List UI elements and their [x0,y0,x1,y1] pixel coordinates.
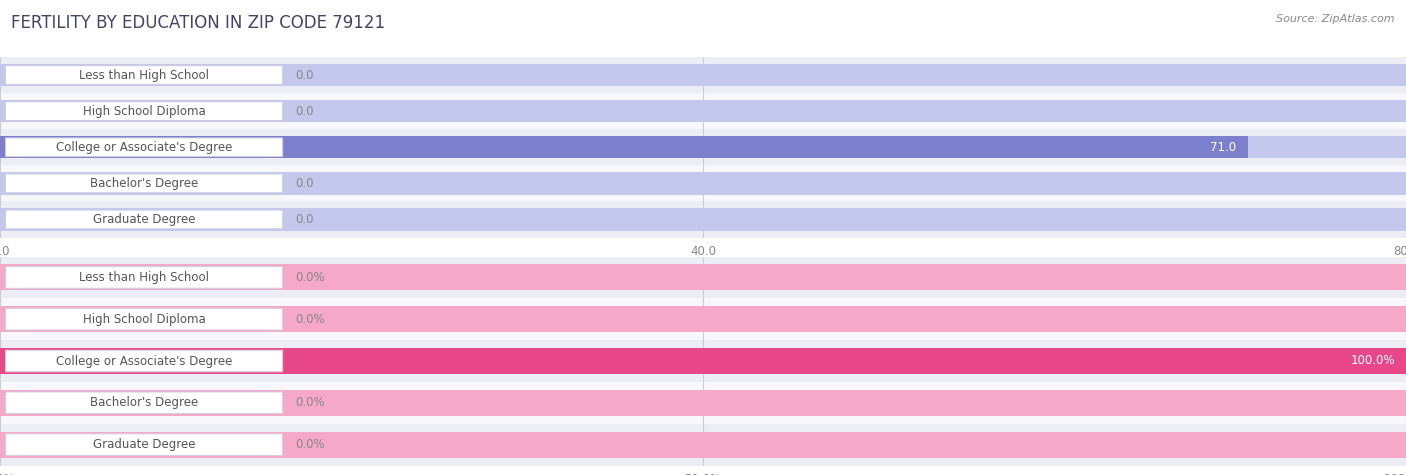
Text: 0.0: 0.0 [295,213,314,226]
FancyBboxPatch shape [6,174,283,193]
Text: 0.0: 0.0 [295,68,314,82]
Bar [0,348,1406,374]
Bar [0,432,1406,457]
Bar [0,424,1406,466]
Bar [0,390,1406,416]
Bar [0,256,1406,298]
Bar [0,298,1406,340]
FancyBboxPatch shape [6,392,283,414]
Text: FERTILITY BY EDUCATION IN ZIP CODE 79121: FERTILITY BY EDUCATION IN ZIP CODE 79121 [11,14,385,32]
FancyBboxPatch shape [6,102,283,121]
Text: 0.0%: 0.0% [295,313,325,326]
Bar [0,201,1406,238]
Text: Graduate Degree: Graduate Degree [93,438,195,451]
Text: 0.0%: 0.0% [295,271,325,284]
Bar [0,172,1406,195]
Text: Graduate Degree: Graduate Degree [93,213,195,226]
FancyBboxPatch shape [6,266,283,288]
Bar [0,165,1406,201]
Text: 100.0%: 100.0% [1350,354,1395,368]
Bar [0,64,1406,86]
FancyBboxPatch shape [6,308,283,330]
FancyBboxPatch shape [6,210,283,229]
Text: Bachelor's Degree: Bachelor's Degree [90,177,198,190]
Bar [0,57,1406,93]
Bar [0,340,1406,382]
Text: College or Associate's Degree: College or Associate's Degree [56,141,232,154]
Bar [0,129,1406,165]
Text: College or Associate's Degree: College or Associate's Degree [56,354,232,368]
Text: High School Diploma: High School Diploma [83,313,205,326]
Bar [0,348,1406,374]
Text: 0.0%: 0.0% [295,438,325,451]
Text: 0.0%: 0.0% [295,396,325,409]
Text: Less than High School: Less than High School [79,68,209,82]
Bar [0,100,1406,123]
FancyBboxPatch shape [6,434,283,456]
Text: Less than High School: Less than High School [79,271,209,284]
Text: 71.0: 71.0 [1211,141,1237,154]
FancyBboxPatch shape [6,350,283,372]
Bar [0,93,1406,129]
FancyBboxPatch shape [6,138,283,157]
Bar [0,136,1249,159]
FancyBboxPatch shape [6,66,283,85]
Bar [0,306,1406,332]
Bar [0,136,1406,159]
Text: 0.0: 0.0 [295,177,314,190]
Text: Bachelor's Degree: Bachelor's Degree [90,396,198,409]
Text: 0.0: 0.0 [295,104,314,118]
Text: Source: ZipAtlas.com: Source: ZipAtlas.com [1277,14,1395,24]
Text: High School Diploma: High School Diploma [83,104,205,118]
Bar [0,208,1406,231]
Bar [0,265,1406,290]
Bar [0,382,1406,424]
